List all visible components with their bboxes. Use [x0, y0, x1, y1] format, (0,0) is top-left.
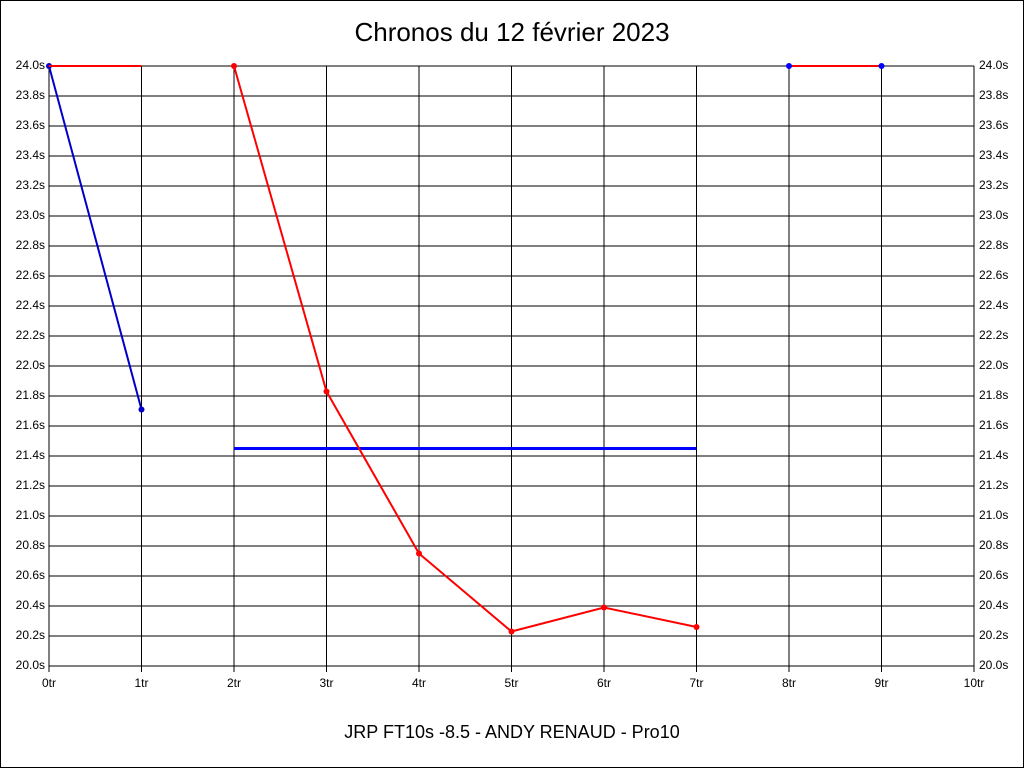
y2-tick-label: 22.4s — [979, 298, 1008, 312]
y2-tick-label: 20.8s — [979, 538, 1008, 552]
y2-tick-label: 20.4s — [979, 598, 1008, 612]
point — [878, 63, 885, 69]
x-tick-label: 10tr — [964, 676, 985, 690]
y-tick-label: 21.6s — [16, 418, 45, 432]
x-tick-label: 2tr — [227, 676, 241, 690]
y-tick-label: 24.0s — [16, 58, 45, 72]
y-tick-label: 23.6s — [16, 118, 45, 132]
y-tick-label: 20.2s — [16, 628, 45, 642]
x-tick-label: 9tr — [874, 676, 888, 690]
y2-tick-label: 21.0s — [979, 508, 1008, 522]
y-tick-label: 23.8s — [16, 88, 45, 102]
y-tick-label: 21.0s — [16, 508, 45, 522]
y-tick-label: 21.2s — [16, 478, 45, 492]
y2-tick-label: 22.6s — [979, 268, 1008, 282]
y2-tick-label: 21.4s — [979, 448, 1008, 462]
point — [416, 550, 422, 557]
series-line — [48, 65, 143, 410]
y-tick-label: 23.0s — [16, 208, 45, 222]
point — [231, 63, 237, 69]
x-tick-label: 6tr — [597, 676, 611, 690]
y2-tick-label: 23.0s — [979, 208, 1008, 222]
y2-tick-label: 22.0s — [979, 358, 1008, 372]
y-tick-label: 23.2s — [16, 178, 45, 192]
y-tick-label: 20.8s — [16, 538, 45, 552]
point — [601, 604, 607, 611]
y-tick-label: 22.2s — [16, 328, 45, 342]
y2-tick-label: 23.4s — [979, 148, 1008, 162]
x-tick-label: 5tr — [504, 676, 518, 690]
y-tick-label: 22.4s — [16, 298, 45, 312]
y2-tick-label: 23.2s — [979, 178, 1008, 192]
y-tick-label: 23.4s — [16, 148, 45, 162]
chart-title: Chronos du 12 février 2023 — [354, 17, 669, 47]
y2-tick-label: 23.6s — [979, 118, 1008, 132]
y2-tick-label: 21.2s — [979, 478, 1008, 492]
y2-tick-label: 21.8s — [979, 388, 1008, 402]
point — [786, 63, 792, 69]
y-tick-label: 21.4s — [16, 448, 45, 462]
y2-tick-label: 23.8s — [979, 88, 1008, 102]
x-tick-label: 7tr — [689, 676, 703, 690]
y-tick-label: 20.4s — [16, 598, 45, 612]
y-tick-label: 20.0s — [16, 658, 45, 672]
y2-tick-label: 20.0s — [979, 658, 1008, 672]
x-tick-label: 8tr — [782, 676, 796, 690]
y-tick-label: 20.6s — [16, 568, 45, 582]
y2-tick-label: 21.6s — [979, 418, 1008, 432]
x-tick-label: 4tr — [412, 676, 426, 690]
y2-tick-label: 20.6s — [979, 568, 1008, 582]
x-tick-label: 3tr — [319, 676, 333, 690]
y-tick-label: 21.8s — [16, 388, 45, 402]
y-tick-label: 22.6s — [16, 268, 45, 282]
point — [693, 624, 700, 630]
y-tick-label: 22.0s — [16, 358, 45, 372]
y2-tick-label: 22.2s — [979, 328, 1008, 342]
x-tick-label: 0tr — [42, 676, 56, 690]
x-tick-label: 1tr — [134, 676, 148, 690]
point — [323, 388, 330, 395]
chart-footer: JRP FT10s -8.5 - ANDY RENAUD - Pro10 — [344, 722, 679, 742]
point — [508, 628, 515, 635]
y-tick-label: 22.8s — [16, 238, 45, 252]
series-line — [233, 65, 697, 633]
y2-tick-label: 24.0s — [979, 58, 1008, 72]
point — [138, 406, 145, 413]
y2-tick-label: 20.2s — [979, 628, 1008, 642]
y2-tick-label: 22.8s — [979, 238, 1008, 252]
